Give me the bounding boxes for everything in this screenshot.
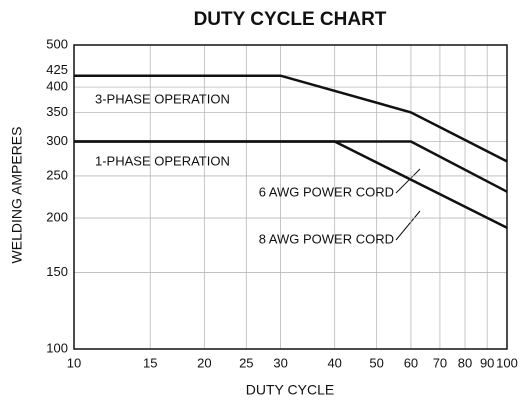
series-label: 6 AWG POWER CORD [259, 184, 394, 199]
series-label: 8 AWG POWER CORD [259, 231, 394, 246]
annotation: 1-PHASE OPERATION [95, 153, 230, 168]
plot-frame [73, 44, 508, 350]
leader-line [395, 210, 421, 241]
x-tick-label: 10 [67, 355, 81, 370]
y-tick-label: 300 [46, 133, 68, 148]
x-axis-label: DUTY CYCLE [246, 382, 334, 398]
x-tick-label: 100 [496, 355, 518, 370]
x-tick-label: 15 [143, 355, 157, 370]
x-tick-label: 25 [239, 355, 253, 370]
x-tick-label: 50 [369, 355, 383, 370]
y-tick-label: 250 [46, 167, 68, 182]
y-tick-label: 100 [46, 340, 68, 355]
x-tick-label: 40 [327, 355, 341, 370]
leader-line [395, 168, 421, 194]
y-tick-label: 500 [46, 36, 68, 51]
series-label: 3-PHASE OPERATION [95, 91, 230, 106]
x-tick-label: 60 [404, 355, 418, 370]
series-line [74, 140, 508, 229]
y-tick-label: 200 [46, 210, 68, 225]
y-axis-label: WELDING AMPERES [9, 127, 25, 264]
y-tick-label: 150 [46, 264, 68, 279]
y-tick-label: 425 [46, 62, 68, 77]
y-tick-label: 350 [46, 104, 68, 119]
chart-title: DUTY CYCLE CHART [194, 9, 387, 30]
x-tick-label: 30 [273, 355, 287, 370]
x-tick-label: 20 [197, 355, 211, 370]
series-line [74, 74, 508, 163]
x-tick-label: 90 [480, 355, 494, 370]
y-tick-label: 400 [46, 79, 68, 94]
x-tick-label: 80 [458, 355, 472, 370]
x-tick-label: 70 [433, 355, 447, 370]
